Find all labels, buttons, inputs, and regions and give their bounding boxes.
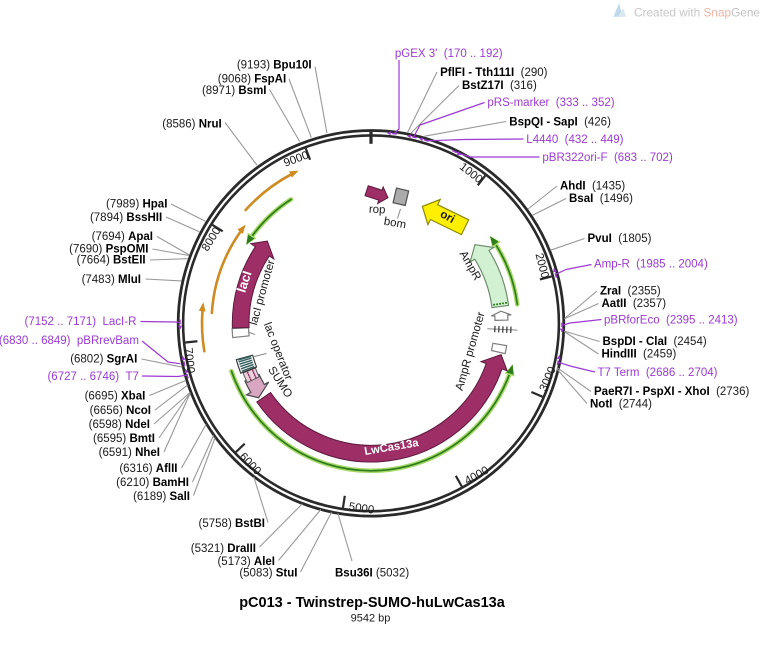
svg-text:(5173) AleI: (5173) AleI [217,556,275,568]
svg-text:(7989) HpaI: (7989) HpaI [106,199,167,211]
svg-text:(6189) SalI: (6189) SalI [133,491,190,503]
svg-text:pGEX 3' (170 .. 192): pGEX 3' (170 .. 192) [395,48,503,60]
svg-text:(6316) AflII: (6316) AflII [119,463,177,475]
svg-text:L4440 (432 .. 449): L4440 (432 .. 449) [526,134,623,146]
svg-text:pBR322ori-F (683 .. 702): pBR322ori-F (683 .. 702) [542,152,673,164]
svg-text:T7 Term (2686 .. 2704): T7 Term (2686 .. 2704) [598,367,718,379]
svg-text:Bsu36I (5032): Bsu36I (5032) [335,568,409,580]
svg-text:NotI (2744): NotI (2744) [590,399,652,411]
svg-text:(6830 .. 6849) pBRrevBam: (6830 .. 6849) pBRrevBam [0,335,139,347]
svg-text:BstZ17I (316): BstZ17I (316) [462,80,537,92]
svg-text:(7664) BstEII: (7664) BstEII [77,255,146,267]
svg-text:(7694) ApaI: (7694) ApaI [92,231,153,243]
svg-text:Amp-R (1985 .. 2004): Amp-R (1985 .. 2004) [594,259,708,271]
svg-text:Created with SnapGene®: Created with SnapGene® [634,6,760,20]
svg-text:PvuI (1805): PvuI (1805) [588,233,652,245]
svg-text:(6591) NheI: (6591) NheI [99,447,160,459]
svg-text:(8971) BsmI: (8971) BsmI [202,85,267,97]
svg-text:(6802) SgrAI: (6802) SgrAI [70,354,137,366]
svg-text:BsaI (1496): BsaI (1496) [569,193,633,205]
svg-text:PaeR7I - PspXI - XhoI (2736): PaeR7I - PspXI - XhoI (2736) [594,386,749,398]
svg-text:(6210) BamHI: (6210) BamHI [116,477,189,489]
svg-text:(6598) NdeI: (6598) NdeI [89,419,150,431]
svg-text:BspDI - ClaI (2454): BspDI - ClaI (2454) [603,336,707,348]
svg-text:(9068) FspAI: (9068) FspAI [218,74,286,86]
svg-text:pRS-marker (333 .. 352): pRS-marker (333 .. 352) [487,97,614,109]
svg-text:(6595) BmtI: (6595) BmtI [93,433,155,445]
svg-text:BspQI - SapI (426): BspQI - SapI (426) [509,117,611,129]
svg-text:(5758) BstBI: (5758) BstBI [199,518,265,530]
svg-text:rop: rop [369,204,386,217]
svg-text:(5083) StuI: (5083) StuI [239,568,297,580]
svg-text:(7152 .. 7171) LacI-R: (7152 .. 7171) LacI-R [25,316,137,328]
svg-text:(5321) DraIII: (5321) DraIII [191,543,256,555]
svg-text:(8586) NruI: (8586) NruI [162,119,221,131]
svg-text:(7483) MluI: (7483) MluI [82,274,141,286]
svg-text:HindIII (2459): HindIII (2459) [602,349,677,361]
svg-text:9542 bp: 9542 bp [351,613,391,625]
svg-text:PflFI - Tth111I (290): PflFI - Tth111I (290) [440,67,548,79]
svg-text:(6656) NcoI: (6656) NcoI [90,405,151,417]
svg-text:AhdI (1435): AhdI (1435) [560,181,625,193]
svg-text:(9193) Bpu10I: (9193) Bpu10I [237,60,312,72]
svg-text:(6727 .. 6746) T7: (6727 .. 6746) T7 [47,371,138,383]
svg-text:(6695) XbaI: (6695) XbaI [85,391,146,403]
svg-text:AatII (2357): AatII (2357) [602,298,667,310]
svg-text:ZraI (2355): ZraI (2355) [600,286,661,298]
svg-text:(7894) BssHII: (7894) BssHII [90,212,162,224]
svg-text:pBRforEco (2395 .. 2413): pBRforEco (2395 .. 2413) [604,315,738,327]
svg-text:pC013 - Twinstrep-SUMO-huLwCas: pC013 - Twinstrep-SUMO-huLwCas13a [239,595,506,611]
